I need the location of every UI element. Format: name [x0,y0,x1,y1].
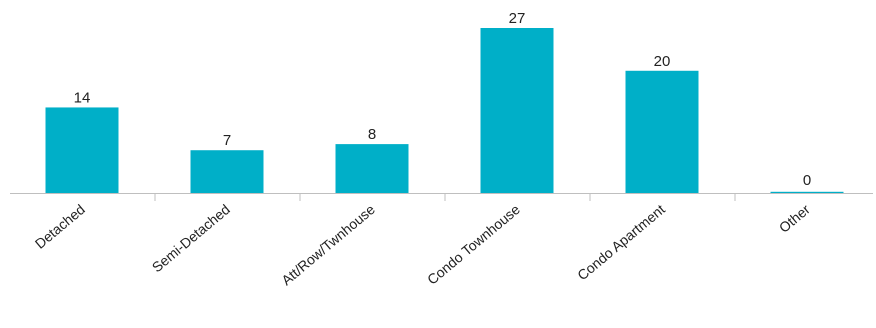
data-label-detached: 14 [74,89,91,106]
x-tick-labels: Detached Semi-Detached Att/Row/Twnhouse Con… [32,201,813,289]
data-label-condo-townhouse: 27 [509,10,526,27]
bar-semi-detached [190,150,264,193]
bar-other [770,191,844,193]
bars-layer [45,28,844,193]
data-labels: 14 7 8 27 20 0 [74,10,812,189]
data-label-att-row-twnhouse: 8 [368,126,376,143]
x-tick-label-condo-apartment: Condo Apartment [574,201,668,283]
x-tick-label-detached: Detached [32,201,88,252]
data-label-condo-apartment: 20 [654,53,671,70]
bar-detached [45,107,119,193]
bar-att-row-twnhouse [335,144,409,193]
x-axis [10,193,873,201]
bar-condo-apartment [625,70,699,193]
data-label-semi-detached: 7 [223,132,231,149]
x-tick-label-semi-detached: Semi-Detached [149,201,233,275]
x-tick-label-other: Other [776,201,813,236]
x-tick-label-att-row-twnhouse: Att/Row/Twnhouse [278,201,378,288]
bar-condo-townhouse [480,28,554,193]
data-label-other: 0 [803,172,811,189]
x-tick-label-condo-townhouse: Condo Townhouse [424,201,523,288]
